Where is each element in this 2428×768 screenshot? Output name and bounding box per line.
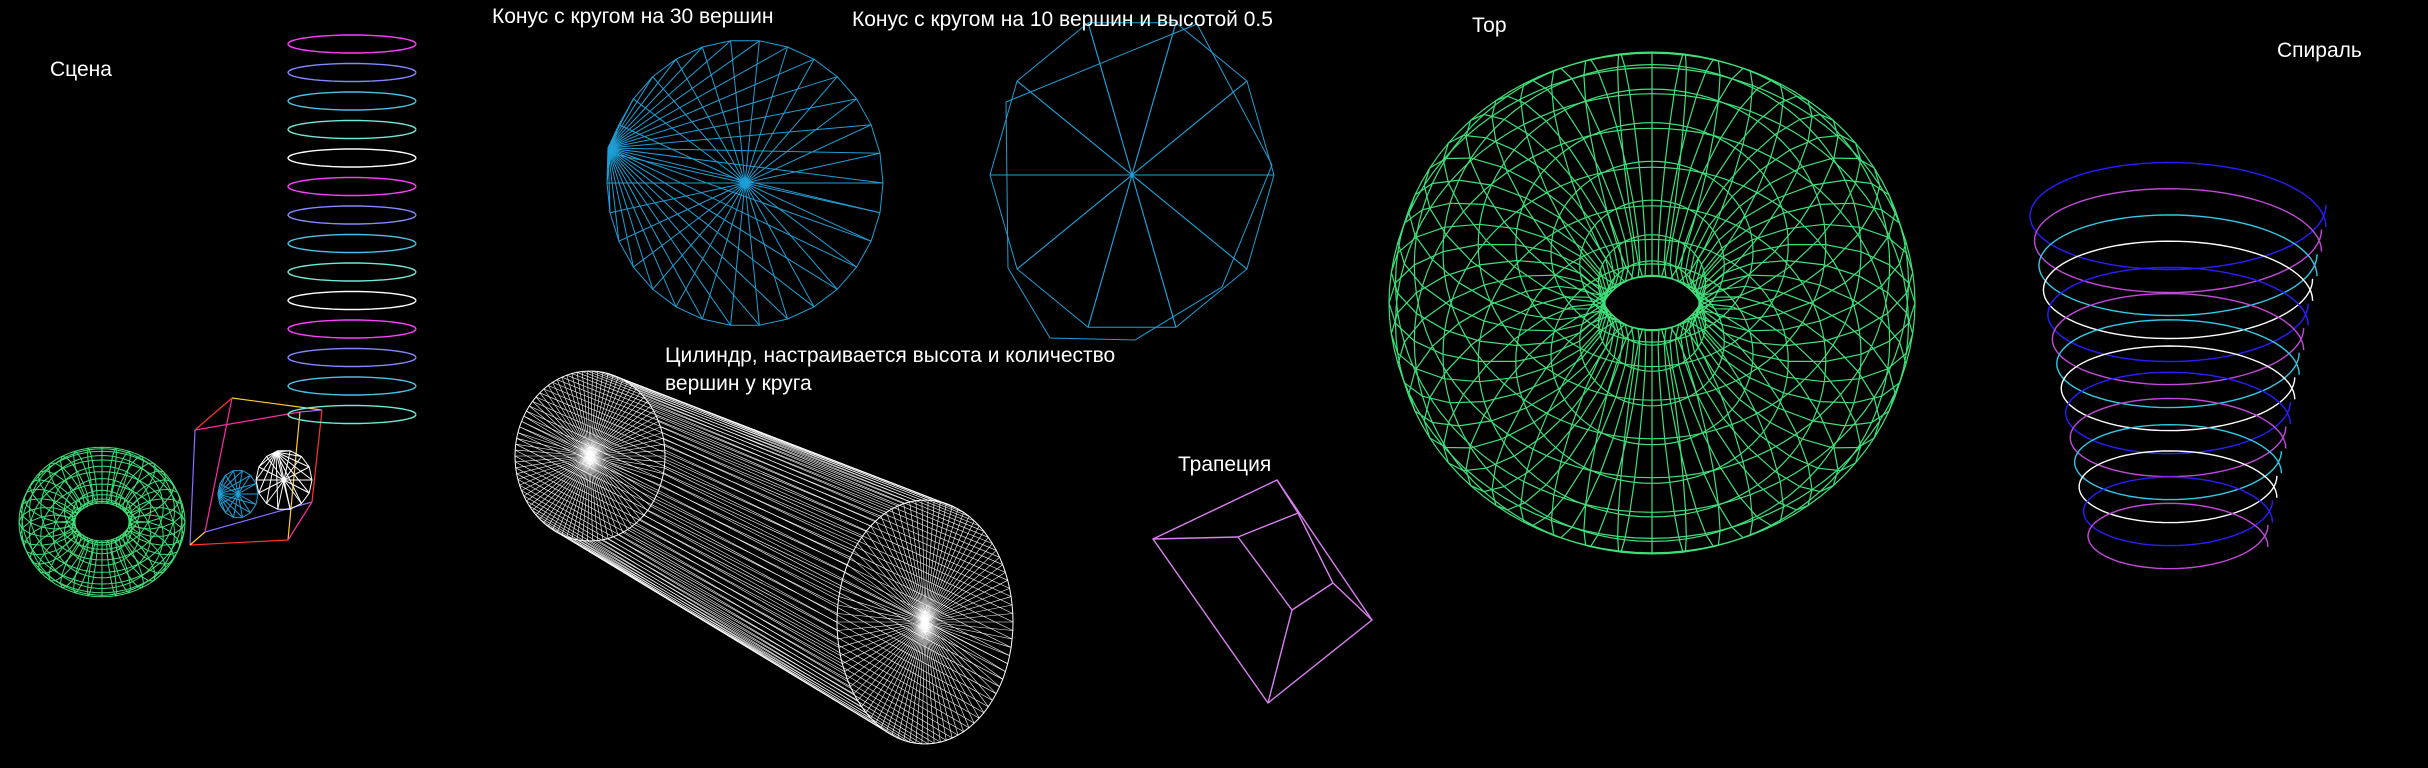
cylinder-label-line-2: вершин у круга <box>665 372 812 395</box>
scene-label: Сцена <box>50 58 112 81</box>
cylinder-label-line-1: Цилиндр, настраивается высота и количест… <box>665 344 1116 367</box>
trapezoid-wireframe <box>1151 479 1373 705</box>
cone-30-wireframe <box>606 40 884 326</box>
cone-30-label: Конус с кругом на 30 вершин <box>492 5 774 28</box>
cylinder-wireframe <box>514 370 1014 745</box>
spiral-label: Спираль <box>2277 39 2362 62</box>
cone-10-wireframe <box>989 22 1275 341</box>
trapezoid-label: Трапеция <box>1178 453 1272 476</box>
torus-label: Тор <box>1472 14 1507 37</box>
scene-preview <box>18 34 417 598</box>
spiral-wireframe <box>2029 161 2327 570</box>
cone-10-label: Конус с кругом на 10 вершин и высотой 0.… <box>852 8 1273 31</box>
torus-wireframe <box>1388 51 1916 555</box>
